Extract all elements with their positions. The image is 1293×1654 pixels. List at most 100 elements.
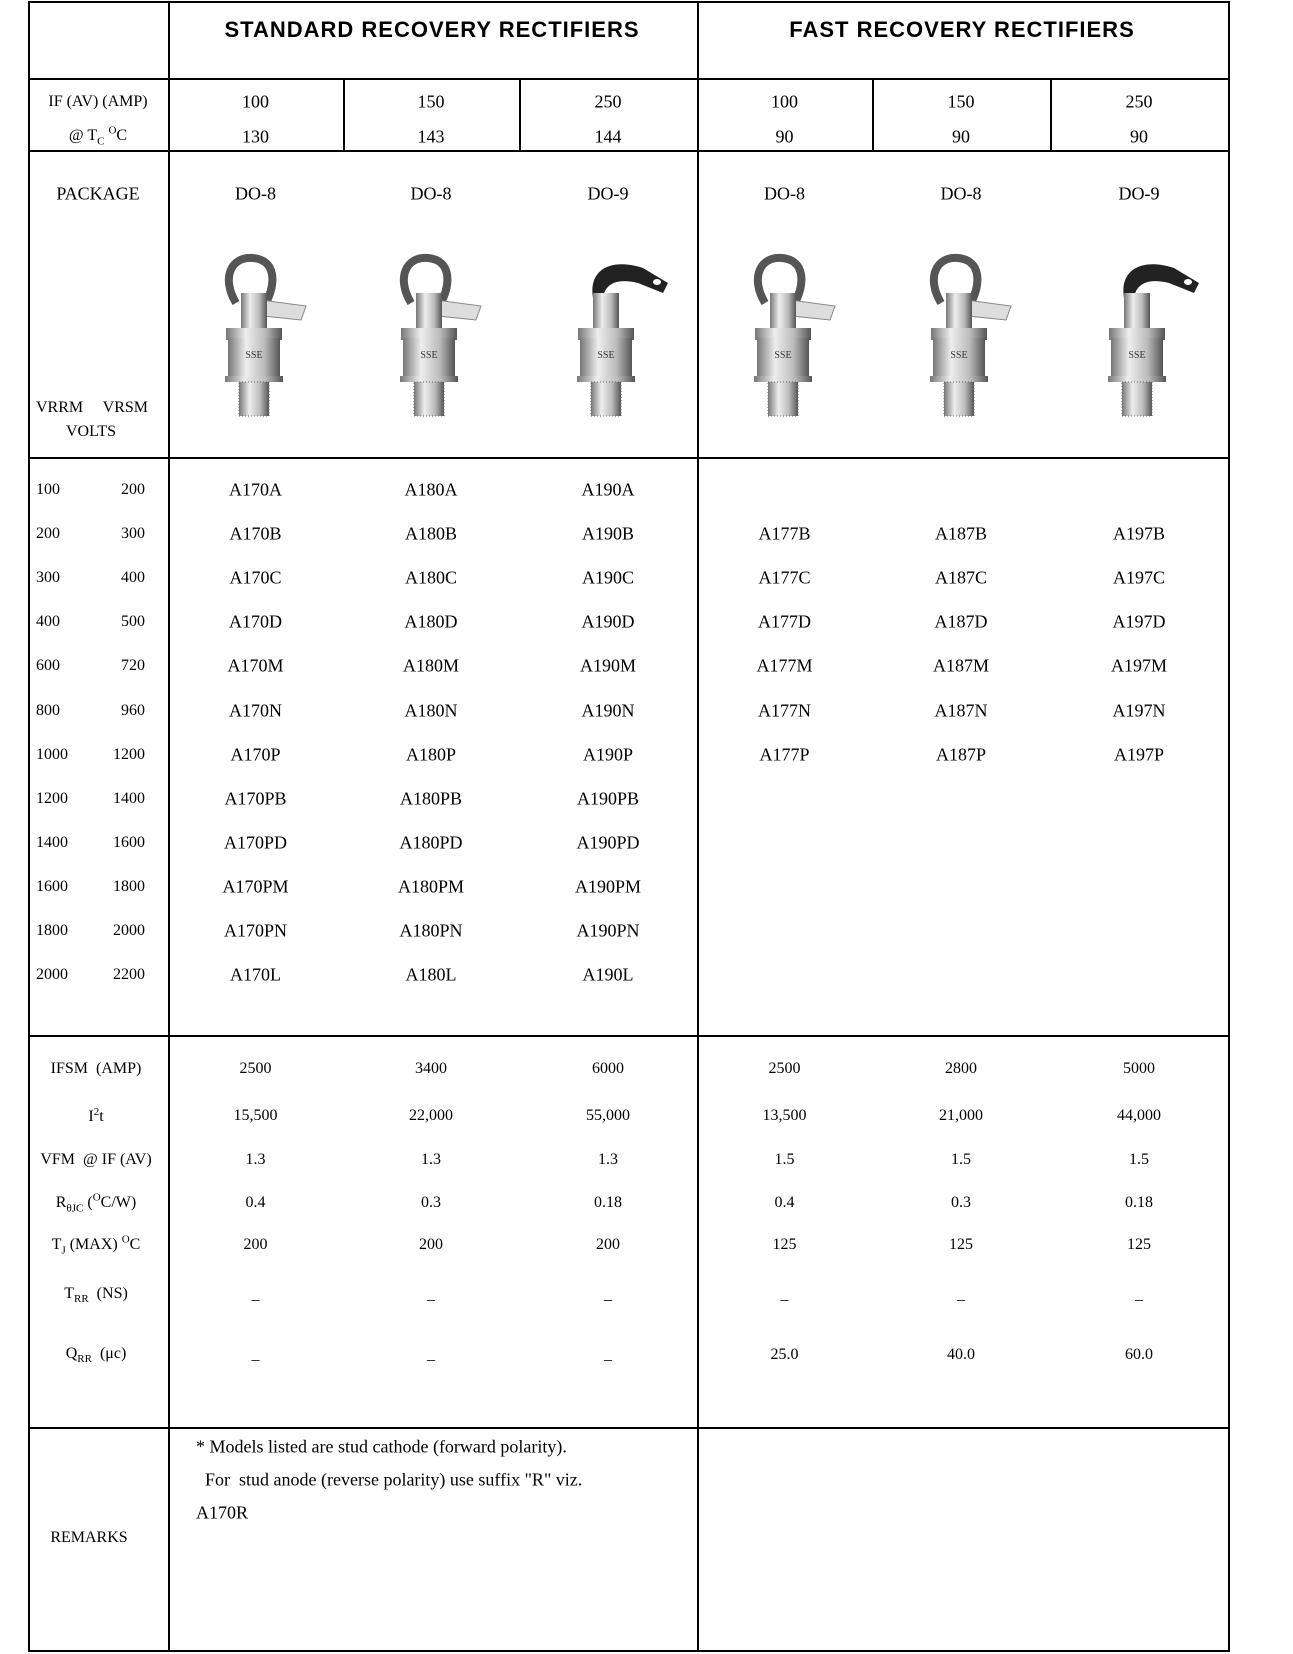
model: A187M <box>932 655 990 676</box>
rule <box>168 1 170 1652</box>
column-label: VOLTS <box>65 423 117 440</box>
param-value: 0.18 <box>594 1194 622 1211</box>
param-value: 1.5 <box>951 1151 971 1168</box>
model: A190L <box>582 964 634 985</box>
param-value: 2800 <box>945 1060 977 1077</box>
vrrm: 1200 <box>36 789 68 807</box>
param-value: 200 <box>243 1236 268 1253</box>
vrsm: 1200 <box>113 745 145 763</box>
vrsm: 1800 <box>113 877 145 895</box>
param-value: 40.0 <box>947 1346 975 1363</box>
vrsm: 720 <box>121 657 145 675</box>
model: A187P <box>935 744 987 765</box>
package-image: SSE <box>753 253 836 417</box>
param-value: 0.3 <box>951 1194 971 1211</box>
model: A187N <box>934 700 988 720</box>
param-value: 21,000 <box>939 1107 983 1124</box>
model: A190A <box>581 479 635 500</box>
label-part: (NS) <box>88 1284 128 1302</box>
vrrm: 1800 <box>36 922 68 939</box>
vrrm: 300 <box>36 569 60 587</box>
row-label: @ TC OC <box>69 125 127 148</box>
rule <box>28 1427 1230 1429</box>
current-value: 150 <box>947 91 975 112</box>
model: A180PB <box>399 788 463 809</box>
model: A177M <box>756 655 813 676</box>
model: A180PN <box>399 920 463 941</box>
row-label: IF (AV) (AMP) <box>48 93 148 110</box>
image-text: SSE <box>420 350 437 361</box>
label-part: O <box>121 1233 130 1246</box>
param-value: 25.0 <box>770 1346 799 1363</box>
model: A190P <box>582 744 634 765</box>
temp-value: 90 <box>952 126 970 147</box>
model: A187D <box>934 611 988 632</box>
package-name: DO-8 <box>764 183 805 204</box>
model: A197B <box>1112 523 1166 544</box>
param-value: _ <box>604 1346 612 1363</box>
model: A170L <box>230 964 281 985</box>
model: A197M <box>1110 655 1168 676</box>
rule <box>872 78 874 150</box>
param-label: TJ (MAX) OC <box>52 1234 141 1257</box>
param-value: 200 <box>596 1236 620 1253</box>
package-image: SSE <box>1108 264 1199 417</box>
vrsm: 2200 <box>113 966 145 984</box>
remark-line: * Models listed are stud cathode (forwar… <box>196 1436 567 1457</box>
param-value: 55,000 <box>586 1107 630 1124</box>
model: A177N <box>758 700 811 720</box>
model: A187B <box>934 523 988 544</box>
model: A197N <box>1112 700 1166 720</box>
vrsm: 1400 <box>113 789 145 807</box>
label-part: C/W) <box>100 1194 137 1212</box>
model: A180PD <box>399 832 463 853</box>
vrsm: 200 <box>121 481 145 498</box>
image-text: SSE <box>597 350 614 361</box>
param-value: 3400 <box>415 1060 447 1077</box>
param-label: QRR (μc) <box>66 1345 127 1365</box>
rule <box>28 1035 1230 1037</box>
model: A180C <box>404 567 458 588</box>
model: A170D <box>229 611 282 632</box>
model: A180L <box>405 964 457 985</box>
package-name: DO-9 <box>587 183 629 204</box>
param-value: 60.0 <box>1125 1346 1153 1363</box>
rule <box>28 78 1230 80</box>
param-value: _ <box>1135 1286 1143 1303</box>
temp-value: 130 <box>242 126 269 147</box>
param-value: 2500 <box>239 1060 272 1077</box>
vrrm: 1000 <box>36 745 68 763</box>
model: A170PB <box>224 788 287 809</box>
rule <box>697 1 699 1652</box>
param-value: _ <box>957 1286 965 1303</box>
label-part: VFM @ IF (AV) <box>40 1151 152 1168</box>
package-name: DO-9 <box>1118 183 1160 204</box>
package-name: DO-8 <box>235 183 276 204</box>
label-part: RR <box>77 1353 92 1366</box>
label-part: T <box>64 1284 74 1302</box>
vrsm: 500 <box>121 613 145 631</box>
param-value: 125 <box>949 1236 973 1253</box>
param-value: 1.5 <box>1129 1151 1149 1168</box>
section-header: STANDARD RECOVERY RECTIFIERS <box>224 17 640 42</box>
rule <box>519 78 521 150</box>
param-label: VFM @ IF (AV) <box>40 1151 151 1169</box>
section-header: FAST RECOVERY RECTIFIERS <box>789 17 1135 42</box>
label-part: J <box>61 1244 66 1257</box>
label-part: C <box>97 135 105 148</box>
model: A190PD <box>576 832 640 853</box>
label-part: @ T <box>68 127 98 145</box>
rule <box>1050 78 1052 150</box>
rule <box>28 150 1230 152</box>
model: A180B <box>404 523 458 544</box>
temp-value: 143 <box>417 126 445 147</box>
column-label: VRSM <box>102 399 148 416</box>
temp-value: 144 <box>594 126 622 147</box>
vrrm: 800 <box>36 701 60 719</box>
label-part: θJC <box>66 1202 84 1215</box>
model: A190B <box>581 523 635 544</box>
model: A170M <box>227 655 284 676</box>
vrrm: 1400 <box>36 833 68 851</box>
param-value: 22,000 <box>409 1107 453 1124</box>
